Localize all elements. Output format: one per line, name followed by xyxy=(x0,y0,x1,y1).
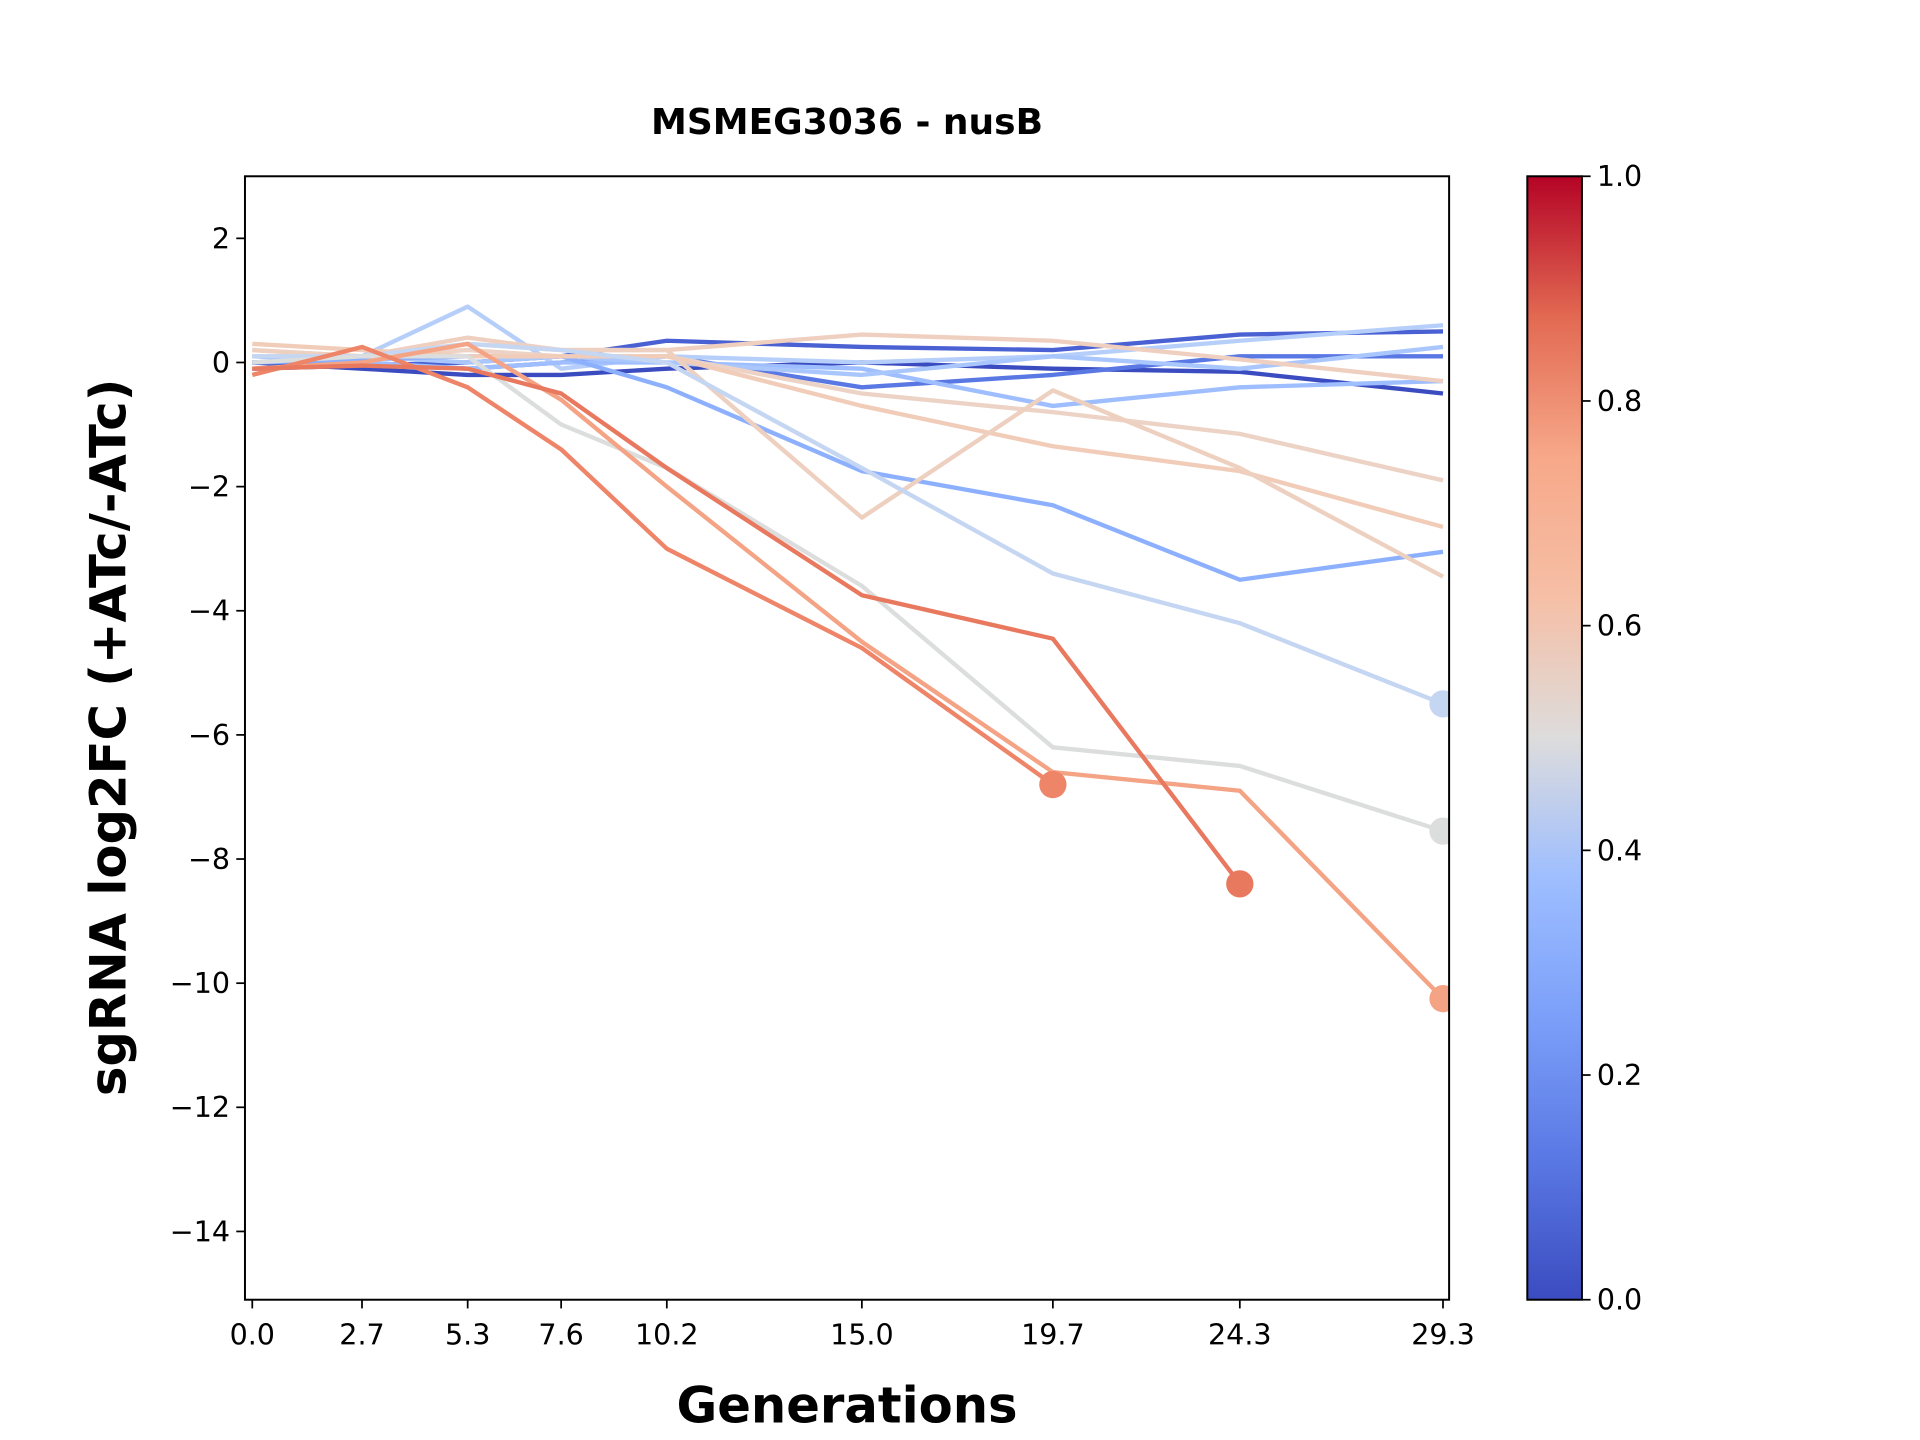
x-tick-label: 10.2 xyxy=(635,1317,699,1351)
plot-area xyxy=(251,304,1450,1013)
axes: 0.0 2.7 5.3 7.6 10.2 15.0 19.7 24.3 29.3 2 0 −2 −4 −6… xyxy=(170,159,1642,1351)
y-tick-label: 0 xyxy=(212,345,230,379)
series-line xyxy=(252,363,1242,886)
y-tick-label: −4 xyxy=(188,594,230,628)
colorbar-tick-label: 0.6 xyxy=(1597,609,1642,643)
end-marker xyxy=(1429,985,1450,1013)
x-tick-label: 2.7 xyxy=(339,1317,384,1351)
colorbar-tick-label: 0.4 xyxy=(1597,833,1642,867)
y-tick-label: −14 xyxy=(170,1214,230,1248)
series-line xyxy=(252,360,1444,396)
x-tick-label: 19.7 xyxy=(1021,1317,1085,1351)
axes-frame xyxy=(243,175,1451,1301)
colorbar-tick-label: 0.8 xyxy=(1597,384,1642,418)
y-tick-label: −2 xyxy=(188,470,230,504)
end-marker xyxy=(1429,817,1450,845)
end-marker xyxy=(1429,690,1450,718)
series-line xyxy=(251,344,1055,787)
colorbar-tick-label: 0.2 xyxy=(1597,1058,1642,1092)
x-tick-label: 15.0 xyxy=(830,1317,894,1351)
y-tick-label: −10 xyxy=(170,966,230,1000)
x-tick-label: 24.3 xyxy=(1208,1317,1272,1351)
y-tick-label: 2 xyxy=(212,221,230,255)
x-tick-label: 0.0 xyxy=(230,1317,275,1351)
end-marker xyxy=(1226,870,1254,898)
y-tick-label: −8 xyxy=(188,842,230,876)
y-tick-label: −6 xyxy=(188,718,230,752)
y-axis-label: sgRNA log2FC (+ATc/-ATc) xyxy=(80,379,138,1097)
chart-title: MSMEG3036 - nusB xyxy=(651,102,1043,143)
y-tick-label: −12 xyxy=(170,1090,230,1124)
colorbar-tick-label: 0.0 xyxy=(1597,1283,1642,1317)
x-tick-label: 7.6 xyxy=(538,1317,583,1351)
x-tick-label: 5.3 xyxy=(445,1317,490,1351)
series-line xyxy=(252,341,1444,706)
series-line xyxy=(252,341,1445,1001)
colorbar xyxy=(1526,175,1583,1301)
end-marker xyxy=(1039,770,1067,799)
colorbar-tick-label: 1.0 xyxy=(1597,159,1642,193)
x-tick-label: 29.3 xyxy=(1411,1317,1475,1351)
x-axis-label: Generations xyxy=(676,1377,1017,1435)
